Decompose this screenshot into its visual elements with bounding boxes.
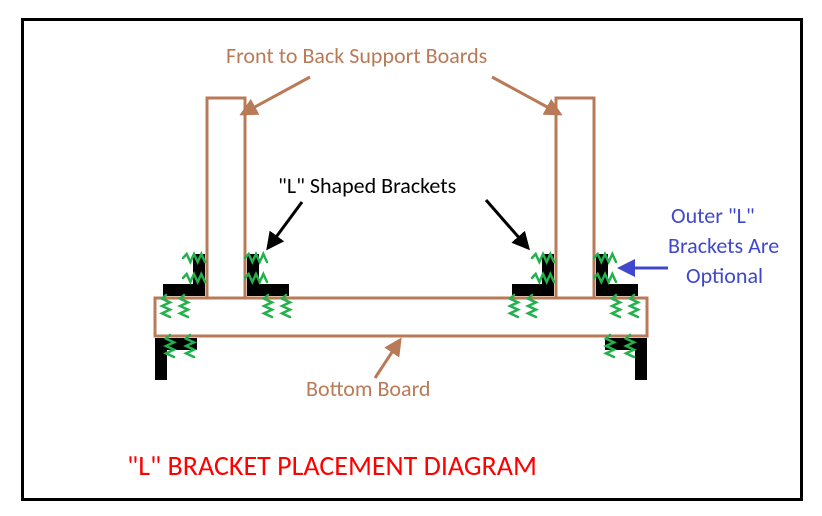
diagram-title: "L" BRACKET PLACEMENT DIAGRAM — [127, 448, 537, 483]
label-mid: "L" Shaped Brackets — [278, 172, 456, 199]
label-right-1: Outer "L" — [671, 202, 755, 229]
label-bottom: Bottom Board — [306, 375, 431, 402]
label-right-2: Brackets Are — [668, 232, 779, 259]
label-right-3: Optional — [686, 262, 763, 289]
label-top: Front to Back Support Boards — [226, 42, 487, 69]
